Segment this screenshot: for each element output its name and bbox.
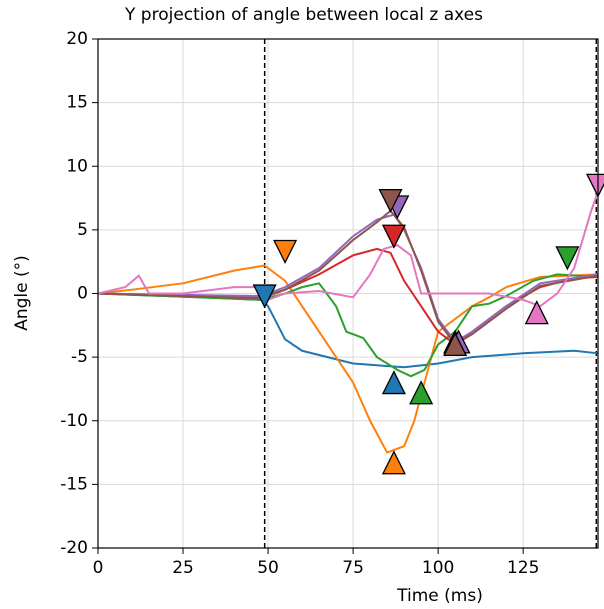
y-axis-label: Angle (°) [12, 255, 32, 331]
x-tick-label: 50 [257, 558, 279, 578]
y-tick-label: 5 [77, 220, 88, 240]
y-tick-label: -15 [60, 474, 88, 494]
triangle-marker [381, 370, 406, 395]
x-tick-label: 25 [172, 558, 194, 578]
x-tick-label: 0 [93, 558, 104, 578]
y-tick-label: 10 [66, 156, 88, 176]
y-tick-label: 15 [66, 93, 88, 113]
y-tick-label: 20 [66, 29, 88, 49]
triangle-marker [273, 239, 298, 264]
y-tick-label: -5 [71, 347, 88, 367]
chart-title: Y projection of angle between local z ax… [124, 5, 483, 25]
series-line [97, 191, 599, 308]
x-tick-label: 75 [342, 558, 364, 578]
x-tick-label: 100 [422, 558, 454, 578]
y-tick-label: -10 [60, 411, 88, 431]
x-tick-label: 125 [507, 558, 539, 578]
y-tick-label: -20 [60, 538, 88, 558]
triangle-marker [585, 173, 604, 198]
triangle-marker [524, 300, 549, 325]
series-line [97, 264, 599, 454]
triangle-marker [443, 331, 468, 357]
plot-frame [97, 38, 599, 549]
triangle-marker [252, 284, 277, 309]
triangle-marker [381, 224, 406, 249]
triangle-marker [409, 380, 434, 405]
triangle-marker [378, 188, 403, 214]
y-tick-label: 0 [77, 284, 88, 304]
x-axis-label: Time (ms) [396, 586, 483, 606]
triangle-marker [555, 246, 580, 271]
series-line [97, 273, 599, 378]
triangle-marker [381, 450, 406, 475]
